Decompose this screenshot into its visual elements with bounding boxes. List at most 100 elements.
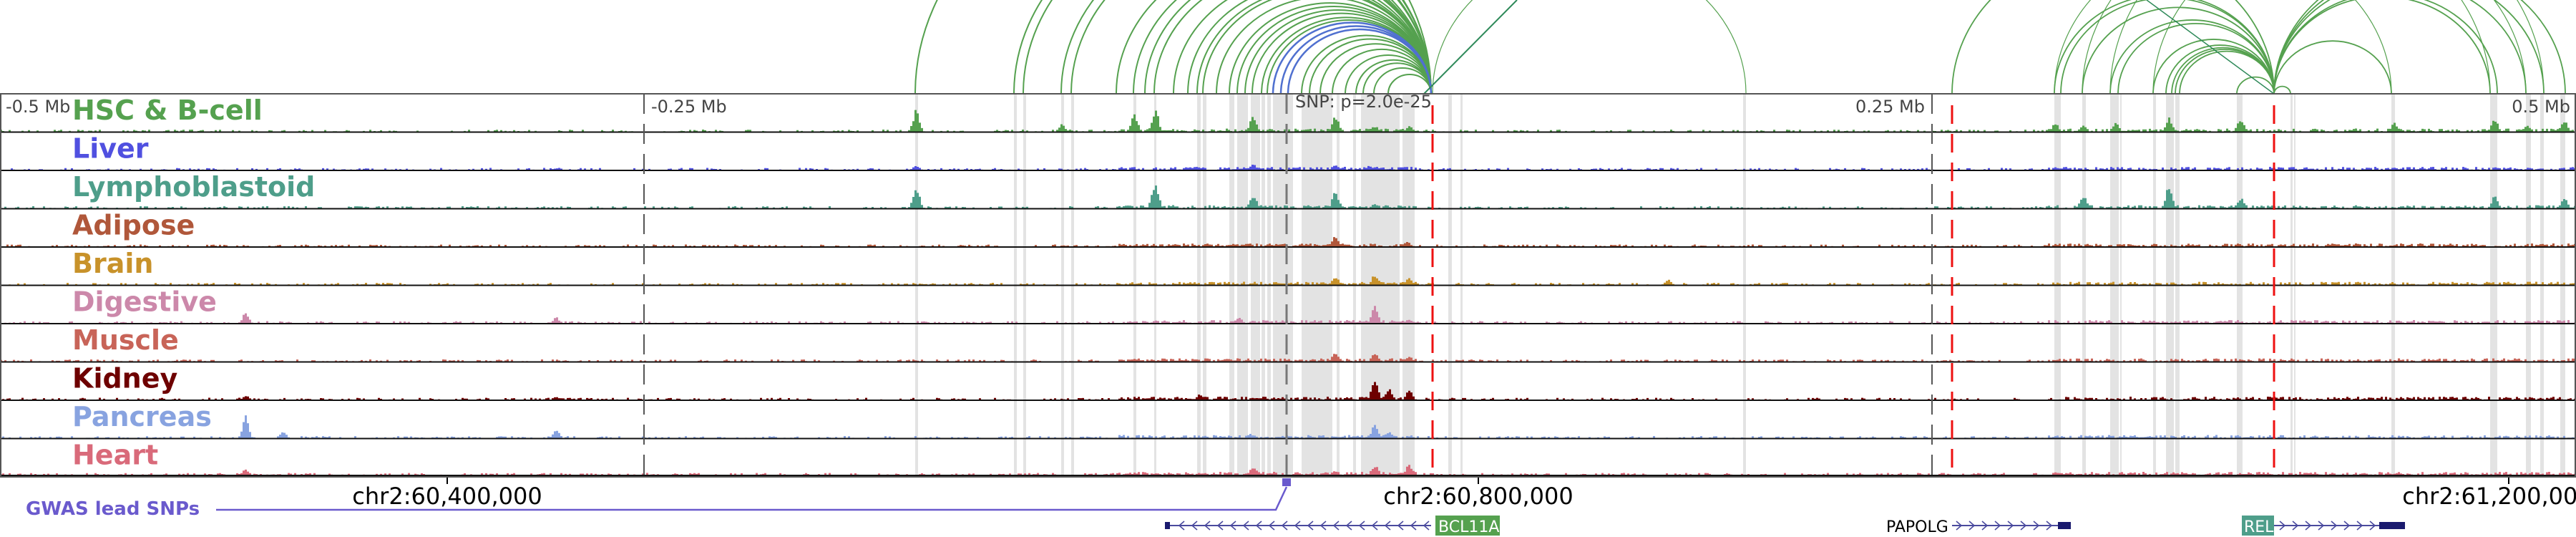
arrow-left-icon [1281,521,1288,531]
loop-arc [1116,0,1432,95]
gene-rel[interactable]: REL [2242,516,2405,536]
loop-arc [2236,76,2275,95]
gwas-label: GWAS lead SNPs [26,498,200,520]
coord-label-3: chr2:61,200,000 [2402,483,2576,510]
arrow-left-icon [1229,521,1236,531]
track-label: Liver [72,133,149,165]
rel-exon [2379,522,2405,529]
track-label: Heart [72,440,158,471]
arrow-left-icon [1307,521,1314,531]
loop-arc [1173,0,1432,95]
gene-bcl11a[interactable]: BCL11A [1165,516,1500,536]
arrow-left-icon [1216,521,1224,531]
loop-arc [2273,85,2291,95]
gwas-snp-marker[interactable] [1282,478,1291,486]
loop-arc [2273,0,2527,95]
signal-bars [2,306,2576,324]
arrow-right-icon [2046,521,2053,531]
strand-arrows [2279,521,2376,531]
arrow-right-icon [1968,521,1976,531]
strand-arrows [1956,521,2053,531]
loop-arc [2273,0,2498,95]
loop-arc [2273,0,2545,95]
arrow-right-icon [2007,521,2014,531]
loop-arc [2165,44,2275,95]
loop-arc [2273,0,2566,95]
loop-arc [2054,0,2275,95]
loop-arc [2152,0,2527,95]
arrow-right-icon [1994,521,2001,531]
loop-arc [1070,0,1432,95]
arrow-right-icon [2305,521,2312,531]
arrow-right-icon [2318,521,2325,531]
arrow-right-icon [1981,521,1989,531]
offset-label-plus-0.25: 0.25 Mb [1855,97,1925,117]
loop-arc [2273,40,2392,95]
loop-arc [2117,23,2275,95]
arrow-left-icon [1191,521,1198,531]
loop-arc [2179,50,2275,95]
loop-arc [1023,0,1432,95]
rel-label: REL [2244,518,2274,536]
arrow-left-icon [1294,521,1301,531]
loop-arc [2109,0,2545,95]
marker-lines [643,94,2275,477]
signal-track-brain [9,276,2576,286]
arrow-left-icon [1255,521,1262,531]
track-label: Brain [72,248,153,279]
arrow-right-icon [2369,521,2376,531]
track-label: Pancreas [72,401,212,432]
offset-label-minus-0.25: -0.25 Mb [651,97,727,117]
coord-label-2: chr2:60,800,000 [1383,483,1573,510]
track-label: HSC & B-cell [72,95,263,126]
arrow-left-icon [1384,521,1391,531]
gwas-track: GWAS lead SNPs [26,478,1291,520]
loop-arc [2054,0,2392,95]
chromatin-loop-arcs [914,0,2566,95]
arrow-right-icon [2279,521,2286,531]
arrow-right-icon [2343,521,2351,531]
arrow-left-icon [1332,521,1340,531]
gene-papolg[interactable]: PAPOLG [1886,518,2071,536]
rel-label-bg [2242,516,2274,536]
track-label: Adipose [72,210,195,241]
arrow-left-icon [1345,521,1352,531]
arrow-left-icon [1423,521,1430,531]
loop-arc [1423,0,1518,95]
signal-bars [9,276,2576,286]
signal-bars [0,465,2576,475]
bcl11a-label: BCL11A [1438,518,1499,536]
track-labels: HSC & B-cell Liver Lymphoblastoid Adipose Br… [72,95,315,471]
signal-bars [11,165,2576,170]
arrow-left-icon [1358,521,1365,531]
arrow-left-icon [1319,521,1327,531]
loop-arc [2060,0,2275,95]
loop-arc [2146,0,2275,95]
loop-arc [1373,67,1432,95]
signal-bars [0,354,2576,362]
arrow-right-icon [2020,521,2027,531]
loop-arc [1951,0,2275,95]
gwas-connector [216,486,1288,511]
signal-bars [0,110,2574,132]
arrow-right-icon [2331,521,2338,531]
arrow-left-icon [1204,521,1211,531]
loop-arc [2082,0,2491,95]
offset-label-minus-0.5: -0.5 Mb [6,97,70,117]
arrow-left-icon [1242,521,1249,531]
loop-arc [2082,6,2275,95]
snp-label: SNP: p=2.0e-25 [1295,92,1432,112]
track-label: Kidney [72,363,177,395]
arrow-right-icon [2033,521,2040,531]
bcl11a-exon [1165,522,1170,529]
arrow-left-icon [1397,521,1404,531]
arrow-left-icon [1410,521,1417,531]
strand-arrows [1178,521,1430,531]
track-label: Digestive [72,286,217,318]
loop-arc [2175,49,2275,95]
arrow-left-icon [1268,521,1275,531]
signal-track-digestive [2,306,2576,324]
gene-track: BCL11A PAPOLG REL [1165,516,2405,536]
arrow-left-icon [1371,521,1378,531]
arrow-left-icon [1178,521,1185,531]
